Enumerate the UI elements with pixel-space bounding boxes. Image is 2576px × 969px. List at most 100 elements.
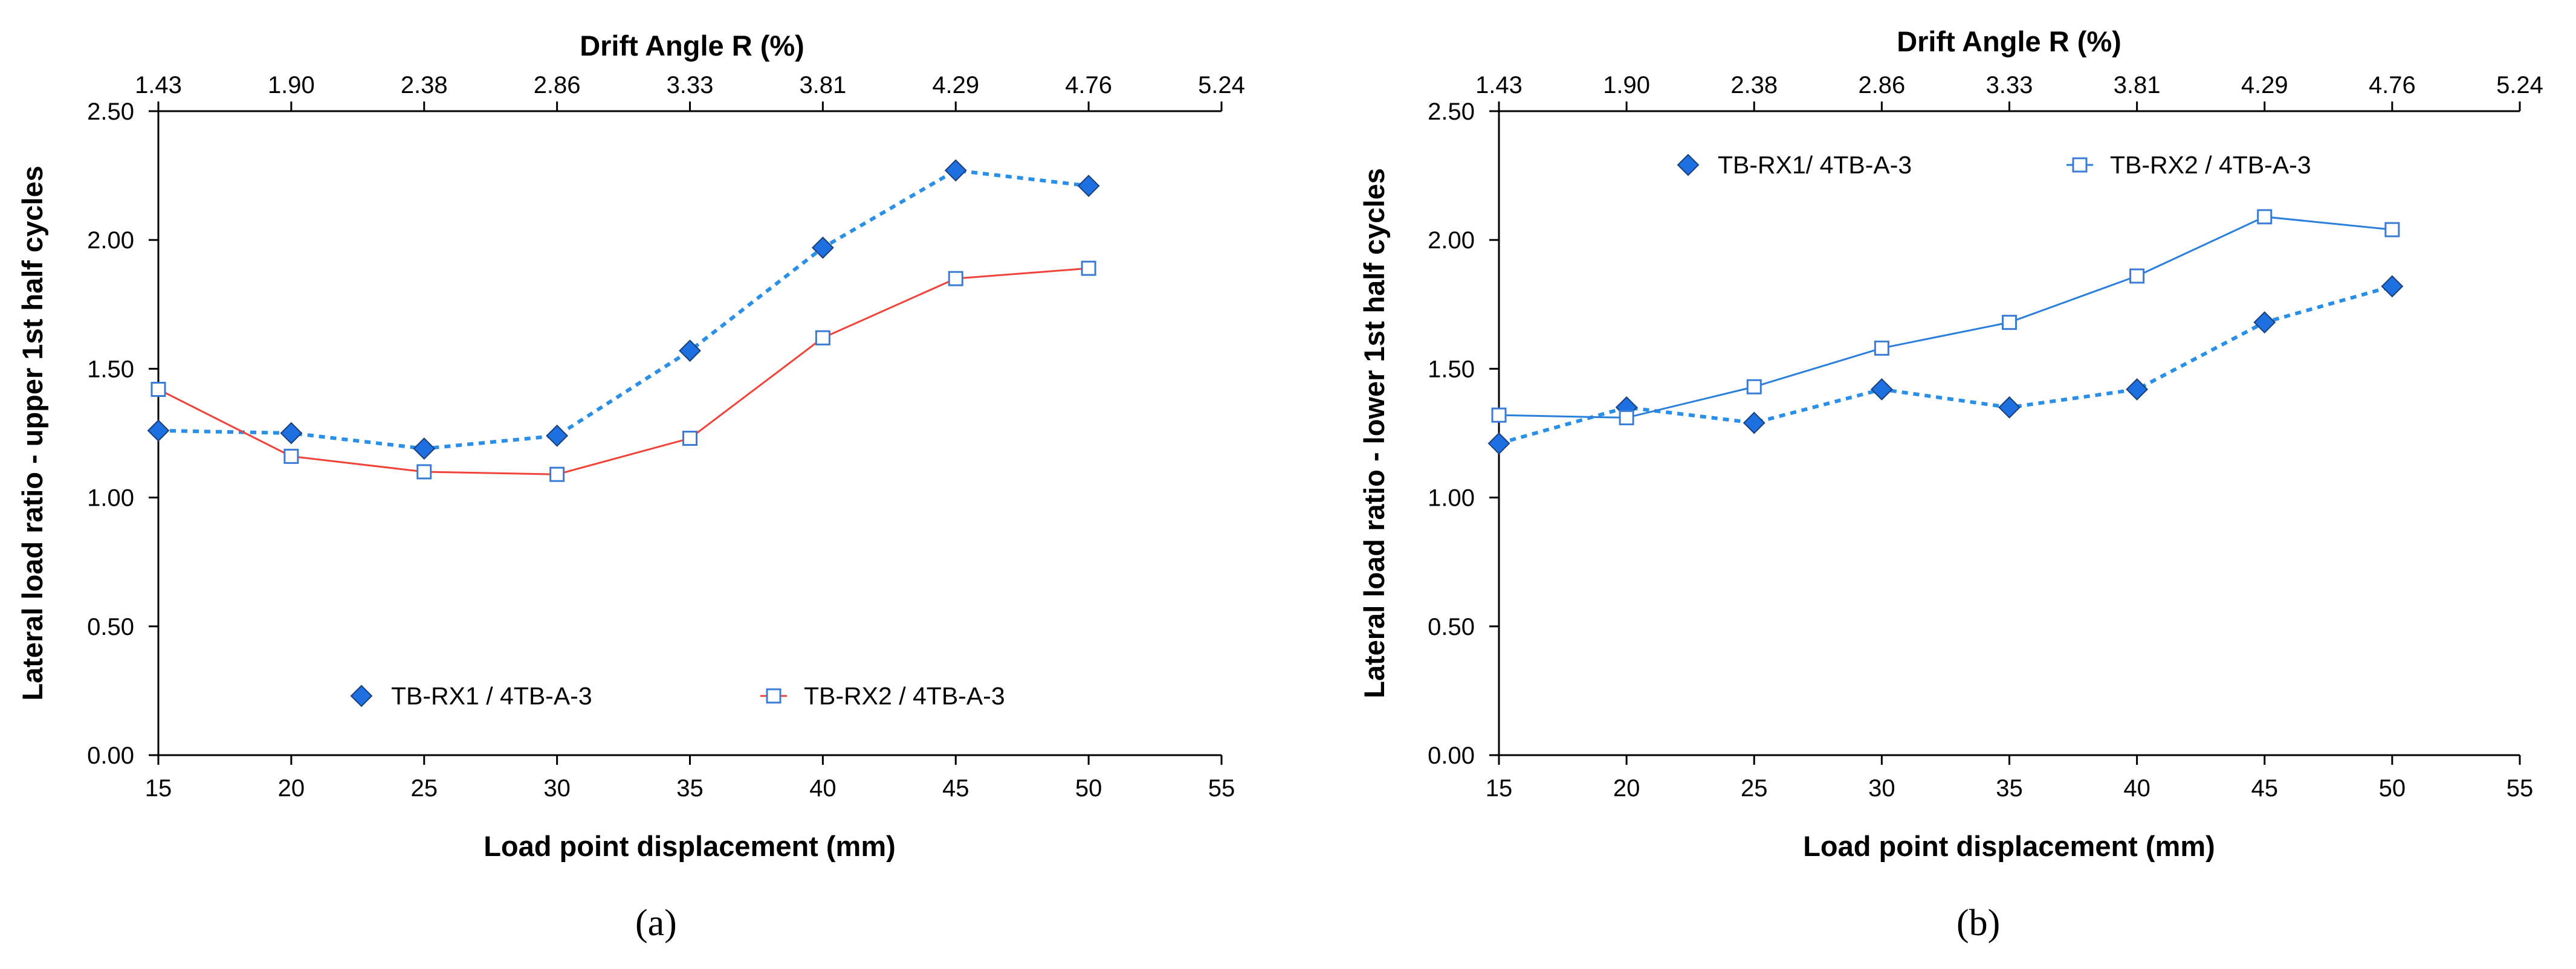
- y-tick-label: 1.00: [87, 485, 134, 512]
- x-tick-label: 45: [942, 775, 969, 802]
- x-tick-label: 25: [1741, 775, 1768, 802]
- x-tick-label: 25: [411, 775, 438, 802]
- x-tick-label: 35: [676, 775, 704, 802]
- legend-label: TB-RX2 / 4TB-A-3: [2110, 151, 2311, 179]
- series-2-line: [158, 267, 1089, 475]
- data-point: [1870, 378, 1893, 401]
- top-tick-label: 4.76: [1065, 72, 1112, 98]
- data-point: [283, 448, 299, 464]
- x-tick-label: 35: [1996, 775, 2023, 802]
- data-point: [1743, 411, 1765, 434]
- top-tick-label: 4.29: [2241, 72, 2288, 98]
- data-point: [280, 422, 303, 445]
- data-point: [1746, 379, 1762, 394]
- series-2: [1491, 209, 2400, 425]
- x-tick-label: 40: [2123, 775, 2150, 802]
- top-tick-label: 3.81: [799, 72, 846, 98]
- series-1-line: [1498, 285, 2393, 445]
- data-point: [1998, 396, 2021, 419]
- y-axis-title: Lateral load ratio - lower 1st half cycl…: [1358, 168, 1390, 698]
- legend-marker: [766, 688, 782, 704]
- data-point: [416, 464, 432, 480]
- data-point: [2126, 378, 2149, 401]
- top-axis-title: Drift Angle R (%): [1897, 25, 2121, 57]
- x-tick-label: 30: [1868, 775, 1895, 802]
- top-tick-label: 2.38: [1730, 72, 1778, 98]
- x-tick-label: 55: [2506, 775, 2534, 802]
- data-point: [679, 340, 701, 362]
- data-point: [147, 419, 170, 442]
- y-axis-title: Lateral load ratio - upper 1st half cycl…: [16, 166, 48, 700]
- x-tick-label: 45: [2251, 775, 2279, 802]
- series-2: [150, 260, 1096, 482]
- y-tick-label: 1.50: [87, 356, 134, 382]
- data-point: [2384, 222, 2400, 237]
- top-tick-label: 1.90: [1603, 72, 1650, 98]
- top-tick-label: 3.33: [667, 72, 714, 98]
- top-tick-label: 1.90: [268, 72, 315, 98]
- y-tick-label: 0.50: [87, 614, 134, 640]
- x-tick-label: 55: [1208, 775, 1235, 802]
- chart-panel-a: 15 20 25 30 35 40 45 50 55 1.43 1.90 2.38 2.86 3.33 3.…: [16, 30, 1245, 944]
- top-tick-label: 3.33: [1986, 72, 2033, 98]
- top-tick-label: 2.86: [1858, 72, 1905, 98]
- data-point: [2257, 209, 2273, 225]
- y-tick-label: 2.00: [1428, 227, 1475, 254]
- top-tick-label: 4.29: [932, 72, 979, 98]
- data-point: [1619, 410, 1634, 425]
- panel-caption: (a): [635, 903, 677, 944]
- legend-marker: [350, 684, 373, 707]
- legend-item-2: TB-RX2 / 4TB-A-3: [2066, 151, 2311, 179]
- data-point: [944, 159, 967, 182]
- data-point: [815, 330, 830, 346]
- top-tick-label: 4.76: [2369, 72, 2416, 98]
- x-tick-label: 50: [1075, 775, 1102, 802]
- series-1-line: [158, 168, 1089, 451]
- y-tick-label: 1.00: [1428, 485, 1475, 512]
- series-1: [1487, 275, 2404, 455]
- top-tick-label: 2.86: [534, 72, 581, 98]
- top-tick-label: 1.43: [135, 72, 182, 98]
- x-tick-label: 30: [543, 775, 571, 802]
- y-tick-label: 0.00: [1428, 742, 1475, 769]
- legend-item-2: TB-RX2 / 4TB-A-3: [760, 682, 1005, 710]
- top-tick-label: 1.43: [1475, 72, 1523, 98]
- legend-item-1: TB-RX1 / 4TB-A-3: [350, 682, 592, 710]
- data-point: [2253, 311, 2276, 334]
- top-axis-title: Drift Angle R (%): [580, 30, 804, 62]
- x-tick-label: 20: [278, 775, 305, 802]
- data-point: [682, 431, 697, 446]
- top-tick-label: 5.24: [2496, 72, 2543, 98]
- x-tick-label: 15: [1486, 775, 1513, 802]
- x-tick-label: 15: [145, 775, 172, 802]
- x-tick-label: 40: [809, 775, 837, 802]
- top-tick-label: 2.38: [401, 72, 448, 98]
- data-point: [1874, 340, 1889, 356]
- y-tick-label: 2.50: [87, 98, 134, 125]
- legend-label: TB-RX2 / 4TB-A-3: [804, 682, 1005, 710]
- data-point: [549, 466, 565, 482]
- x-tick-label: 20: [1613, 775, 1640, 802]
- data-point: [811, 236, 834, 259]
- x-axis-title: Load point displacement (mm): [1803, 830, 2215, 862]
- data-point: [2002, 315, 2017, 330]
- data-point: [1081, 260, 1096, 276]
- y-tick-label: 2.50: [1428, 98, 1475, 125]
- data-point: [413, 437, 436, 460]
- top-tick-label: 5.24: [1198, 72, 1245, 98]
- y-tick-label: 0.50: [1428, 614, 1475, 640]
- legend-item-1: TB-RX1/ 4TB-A-3: [1677, 151, 1912, 179]
- legend-marker: [1677, 153, 1700, 176]
- legend-marker: [2072, 157, 2088, 173]
- data-point: [546, 424, 569, 447]
- legend-label: TB-RX1 / 4TB-A-3: [391, 682, 592, 710]
- data-point: [1077, 175, 1100, 198]
- data-point: [1491, 407, 1507, 423]
- x-axis-title: Load point displacement (mm): [484, 830, 896, 862]
- y-tick-label: 2.00: [87, 227, 134, 254]
- series-2-line: [1498, 216, 2393, 419]
- top-tick-label: 3.81: [2114, 72, 2161, 98]
- x-tick-label: 50: [2379, 775, 2406, 802]
- data-point: [948, 271, 963, 286]
- panel-caption: (b): [1956, 903, 2000, 944]
